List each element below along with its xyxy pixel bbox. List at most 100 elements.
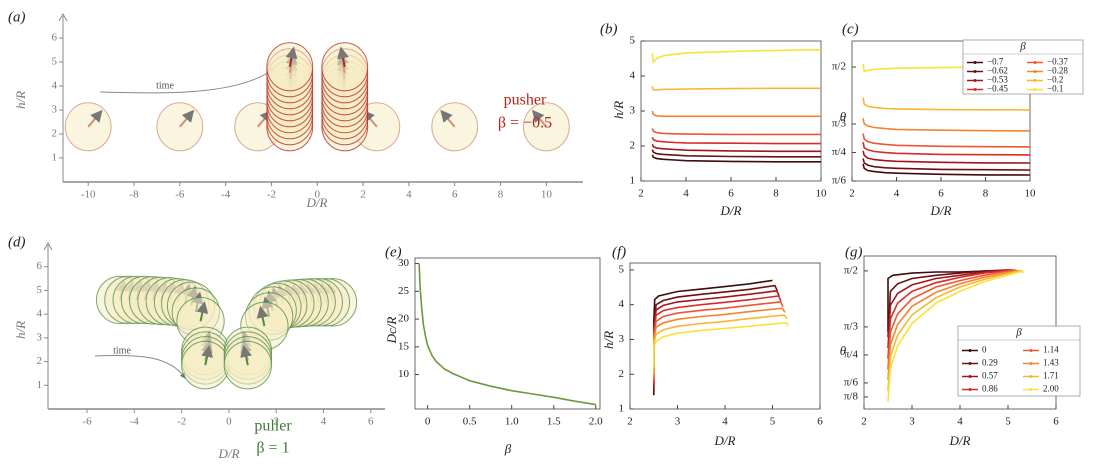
legend-title: β (1019, 41, 1026, 53)
x-tick-label: 4 (321, 416, 327, 428)
legend-label: −0.37 (1047, 57, 1068, 67)
y-tick-label: 1 (619, 403, 625, 415)
y-axis-label: Dc/R (384, 317, 399, 345)
data-line (887, 271, 1025, 402)
y-tick-label: π/3 (832, 118, 847, 130)
panel: -6 -4 -2 0 2 4 6 1 2 3 4 5 6 (d) D/R h/R time puller β = 1 (8, 234, 385, 461)
annotation: puller (254, 418, 292, 435)
annotation: time (113, 345, 131, 356)
legend-label: −0.45 (987, 84, 1008, 94)
annotation: β = −0.5 (498, 115, 552, 132)
legend-marker (1033, 70, 1037, 73)
data-line (651, 49, 822, 64)
x-tick-label: 10 (1025, 188, 1037, 200)
y-tick-label: π/2 (844, 264, 858, 276)
panel-label: (g) (845, 244, 863, 260)
x-tick-label: 6 (368, 416, 374, 428)
x-tick-label: 6 (817, 416, 823, 428)
y-tick-label: 25 (398, 285, 410, 297)
legend-box (957, 325, 1081, 397)
data-line (862, 158, 1031, 171)
x-tick-label: -8 (129, 189, 139, 201)
x-tick-label: 6 (728, 188, 734, 200)
data-line (651, 110, 821, 118)
data-line (887, 270, 1023, 391)
legend-marker (1029, 362, 1033, 365)
panel: 0 0.5 1.0 1.5 2.0 10 15 20 25 30(e) β Dc/R (384, 244, 603, 456)
y-tick-label: π/6 (832, 175, 847, 187)
legend-label: 1.71 (1043, 371, 1059, 381)
x-tick-label: 2 (638, 188, 644, 200)
plot-frame (414, 257, 601, 410)
y-axis-label: h/R (13, 91, 28, 109)
data-line (653, 284, 779, 392)
legend-box (962, 39, 1084, 95)
y-tick-label: π/2 (832, 61, 846, 73)
data-line (862, 163, 1031, 176)
x-axis-label: β (504, 441, 512, 456)
x-tick-label: 0 (315, 189, 321, 201)
y-axis-arrow (58, 12, 68, 22)
x-tick-label: 8 (773, 188, 779, 200)
y-tick-label: 3 (619, 333, 625, 345)
legend-marker (973, 70, 977, 73)
x-tick-label: 1.0 (505, 416, 519, 428)
y-tick-label: π/4 (844, 348, 859, 360)
y-tick-label: 15 (398, 340, 410, 352)
x-tick-label: 2 (273, 416, 279, 428)
legend-marker (1033, 79, 1037, 82)
x-axis-label: D/R (218, 446, 240, 461)
legend-label: −0.7 (987, 57, 1004, 67)
x-tick-label: 2 (849, 188, 855, 200)
y-tick-label: 1 (52, 152, 58, 164)
x-tick-label: 4 (683, 188, 689, 200)
legend-marker (973, 61, 977, 64)
x-tick-label: 4 (722, 416, 728, 428)
x-tick-label: 2.0 (589, 416, 603, 428)
data-line (653, 301, 784, 382)
data-line (862, 133, 1031, 148)
time-arrow (94, 354, 186, 379)
y-tick-label: π/6 (844, 376, 859, 388)
sphere (266, 42, 314, 92)
plot-frame (629, 262, 821, 410)
legend-label: 0.57 (982, 371, 998, 381)
orientation-arrow (440, 109, 456, 128)
orientation-arrow (256, 305, 269, 327)
legend-label: 0.86 (982, 384, 998, 394)
data-line (862, 118, 1031, 132)
y-tick-label: 30 (398, 257, 410, 269)
data-line (653, 307, 786, 378)
orientation-arrow (87, 109, 103, 128)
data-line (887, 270, 1021, 381)
y-tick-label: 10 (398, 368, 410, 380)
panel: 2 4 6 8 10 π/6 π/4 π/3 π/2 (c) D/R θ β −0.7−0.62−0.53… (832, 21, 1084, 218)
x-axis-label: D/R (720, 203, 742, 218)
x-axis-label: D/R (949, 433, 971, 448)
y-axis-arrow (43, 241, 53, 251)
legend-marker (1029, 375, 1033, 378)
data-line (862, 142, 1031, 156)
data-line (651, 143, 821, 153)
panel: -10 -8 -6 -4 -2 0 2 4 6 8 10123456(a)D/Rh/Rtimepus… (8, 9, 583, 210)
legend-marker (1033, 88, 1037, 91)
x-tick-label: 2 (861, 416, 867, 428)
orientation-arrow (240, 344, 252, 366)
annotation: pusher (504, 92, 547, 109)
orientation-arrow (531, 109, 548, 128)
x-tick-label: 0 (226, 416, 232, 428)
x-tick-label: 1.5 (547, 416, 561, 428)
legend-label: −0.53 (987, 75, 1008, 85)
x-tick-label: 2 (360, 189, 366, 201)
y-tick-label: 1 (37, 379, 43, 391)
y-tick-label: 5 (630, 35, 636, 47)
legend-marker (968, 349, 972, 352)
panel-label: (b) (600, 21, 618, 37)
y-tick-label: 4 (37, 308, 43, 320)
data-line (887, 269, 1019, 370)
x-tick-label: 6 (1053, 416, 1059, 428)
legend-marker (968, 362, 972, 365)
annotation: time (156, 80, 174, 91)
